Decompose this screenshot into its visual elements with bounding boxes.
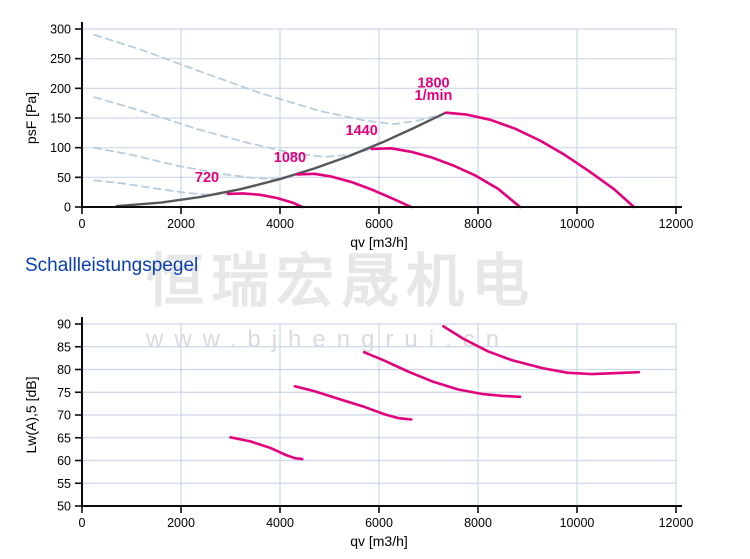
curve-1440 (370, 147, 522, 209)
curve-720-dashed (93, 179, 229, 196)
x-axis-title: qv [m3/h] (350, 533, 408, 549)
curve-1800 (444, 111, 636, 209)
y-axis-title: Lw(A),5 [dB] (23, 376, 39, 453)
y-tick-label: 60 (57, 454, 71, 468)
curve-1080-dashed (93, 146, 299, 180)
x-axis-title: qv [m3/h] (350, 234, 408, 250)
watermark-website-text: www.bjhengrui.cn (146, 326, 511, 353)
x-tick-label: 12000 (659, 516, 694, 530)
annotation-1800: 1800 (417, 76, 449, 92)
x-tick-label: 6000 (365, 516, 393, 530)
annotation-720: 720 (195, 170, 219, 186)
y-tick-label: 65 (57, 431, 71, 445)
annotation-1080: 1080 (274, 150, 306, 166)
pressure-flow-chart: 0 50 100 150 200 250 300 0 2000 4000 6000 8000 10000… (23, 22, 694, 250)
y-tick-label: 70 (57, 409, 71, 423)
annotation-1min: 1/min (415, 88, 453, 104)
y-tick-label: 80 (57, 363, 71, 377)
x-tick-label: 10000 (560, 516, 595, 530)
y-tick-label: 200 (50, 82, 71, 96)
watermark-chinese-text: 恒瑞宏晟机电 (146, 249, 537, 314)
x-tick-label: 12000 (659, 217, 694, 231)
x-tick-label: 2000 (167, 217, 195, 231)
y-tick-label: 55 (57, 477, 71, 491)
curve-1080 (296, 172, 413, 209)
y-tick-label: 50 (57, 500, 71, 514)
x-tick-label: 4000 (266, 516, 294, 530)
x-tick-label: 8000 (464, 217, 492, 231)
x-tick-label: 0 (79, 217, 86, 231)
y-tick-label: 90 (57, 318, 71, 332)
curve-1800-dashed (93, 34, 447, 126)
y-tick-label: 0 (64, 201, 71, 215)
curve-1440-dashed (93, 96, 373, 158)
sound-power-chart: 50 55 60 65 70 75 80 85 90 0 2000 4000 6000 8000 10000… (23, 317, 694, 549)
y-tick-label: 85 (57, 340, 71, 354)
y-tick-label: 250 (50, 52, 71, 66)
curve-1800-sound (442, 325, 641, 376)
x-tick-label: 6000 (365, 217, 393, 231)
curve-1440-sound (362, 350, 522, 399)
x-tick-label: 8000 (464, 516, 492, 530)
x-tick-label: 2000 (167, 516, 195, 530)
sound-power-heading: Schallleistungspegel (25, 255, 199, 276)
y-tick-label: 50 (57, 171, 71, 185)
annotation-1440: 1440 (346, 123, 378, 139)
x-tick-label: 4000 (266, 217, 294, 231)
x-tick-label: 10000 (560, 217, 595, 231)
y-axis-title: psF [Pa] (23, 92, 39, 144)
y-tick-label: 75 (57, 386, 71, 400)
y-tick-label: 150 (50, 112, 71, 126)
x-tick-label: 0 (79, 516, 86, 530)
curve-720-sound (229, 436, 304, 461)
curve-720 (226, 192, 304, 209)
y-tick-label: 300 (50, 23, 71, 37)
curve-1080-sound (293, 385, 413, 421)
y-tick-label: 100 (50, 141, 71, 155)
